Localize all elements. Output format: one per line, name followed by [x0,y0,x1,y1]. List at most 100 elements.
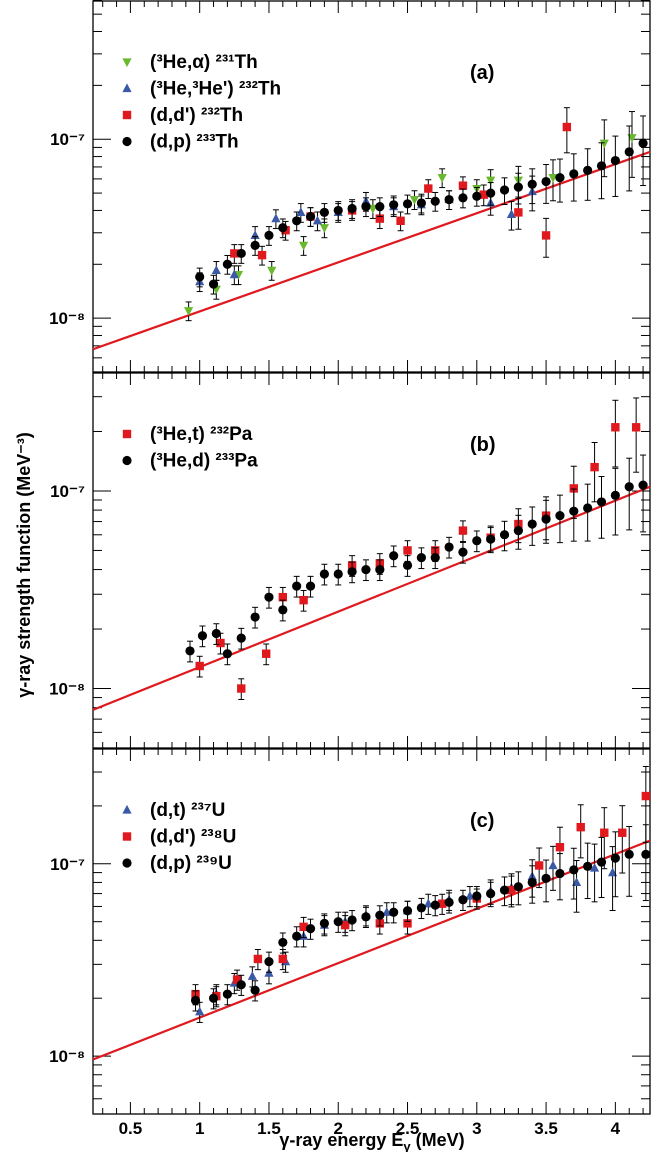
data-point [430,196,440,206]
data-point [458,181,468,190]
data-point [534,861,544,870]
data-point [641,849,651,859]
data-point [250,240,260,251]
y-tick-label: 10⁻⁸ [49,680,85,699]
y-axis-title: γ-ray strength function (MeV⁻³) [14,432,34,698]
data-point [499,185,510,195]
data-point [458,895,468,905]
data-point [599,139,609,149]
data-point [368,204,378,214]
series-0 [195,397,641,700]
data-point [278,937,288,948]
legend-marker [122,136,132,147]
legend-entry: (d,t) ²³⁷U [150,800,225,821]
data-point [267,266,277,276]
data-point [430,900,440,910]
y-tick-label: 10⁻⁸ [49,309,85,328]
data-point [458,193,468,203]
data-point [264,592,274,602]
data-point [444,194,454,205]
legend-marker [122,58,132,68]
data-point [278,592,288,602]
legend-entry: (³He,d) ²³³Pa [150,451,258,472]
data-point [437,174,447,183]
legend-entry: (d,p) ²³³Th [150,132,239,153]
panel-c: 10⁻⁸ 10⁻⁷ 0.5 1 1.5 2 2.5 3 3.5 4 (d,t) ²³⁷U (d,d')… [49,747,651,1138]
data-point [458,526,468,535]
data-point [403,919,412,928]
data-point [257,250,267,260]
data-point [305,924,316,934]
data-point [278,223,288,233]
data-point [486,534,496,544]
data-point [208,993,219,1003]
x-axis-title-part: (MeV) [411,1130,465,1150]
legend-marker [122,832,132,841]
legend-entry: (d,d') ²³²Th [150,105,243,126]
data-point [583,861,593,871]
data-point [382,907,392,916]
data-point [541,514,551,524]
panel-label: (b) [470,434,496,456]
legend-entry: (³He,α) ²³¹Th [150,52,258,73]
data-point [236,980,246,990]
data-point [631,423,641,432]
data-point [319,207,329,217]
data-point [361,202,371,212]
x-tick-label: 4 [611,1119,621,1138]
data-point [197,631,208,641]
series-3 [195,115,648,295]
panels: 10⁻⁸ 10⁻⁷ (³He,α) ²³¹Th (³He,³He') ²³²Th (d,… [49,0,651,1138]
data-point [347,567,357,577]
data-point [424,184,433,193]
data-point [236,248,246,259]
data-point [416,903,426,913]
data-point [600,828,609,837]
data-point [208,279,219,289]
series-0 [195,843,618,1023]
data-point [195,272,205,282]
data-point [402,560,413,570]
legend-marker [122,83,132,93]
data-point [403,546,412,555]
x-axis-title-part: γ [403,1139,411,1152]
y-tick-label: 10⁻⁷ [50,482,85,501]
data-point [264,957,274,967]
y-tick-label: 10⁻⁸ [49,1047,85,1066]
panel-b: 10⁻⁸ 10⁻⁷ (³He,t) ²³²Pa (³He,d) ²³³Pa (b) [49,371,651,749]
data-point [596,497,607,507]
data-point [569,865,579,875]
data-point [541,231,551,240]
legend-marker [122,429,132,439]
legend-entry: (³He,³He') ²³²Th [150,79,281,100]
data-point [237,684,246,693]
data-point [229,269,239,279]
x-axis-title: γ-ray energy Eγ (MeV) [279,1130,464,1152]
plot-frame [92,748,651,1115]
data-point [590,462,599,472]
data-point [624,482,634,492]
data-point [472,191,482,201]
data-point [319,224,329,233]
legend: (³He,α) ²³¹Th (³He,³He') ²³²Th (d,d') ²³²T… [122,52,281,153]
data-point [624,849,634,859]
data-point [513,182,523,192]
data-point [299,922,308,932]
data-point [389,200,399,210]
data-point [486,888,496,899]
data-point [618,828,627,837]
data-point [216,638,225,648]
data-point [305,581,316,591]
data-point [299,241,309,251]
x-tick-label: 2 [334,1119,343,1138]
data-point [292,581,302,591]
data-point [211,628,221,639]
data-point [430,552,440,563]
data-point [250,612,260,622]
data-point [250,985,260,995]
fit-line [92,150,651,351]
data-point [409,195,420,205]
data-point [375,214,385,223]
data-point [499,885,510,895]
data-point [472,891,482,901]
